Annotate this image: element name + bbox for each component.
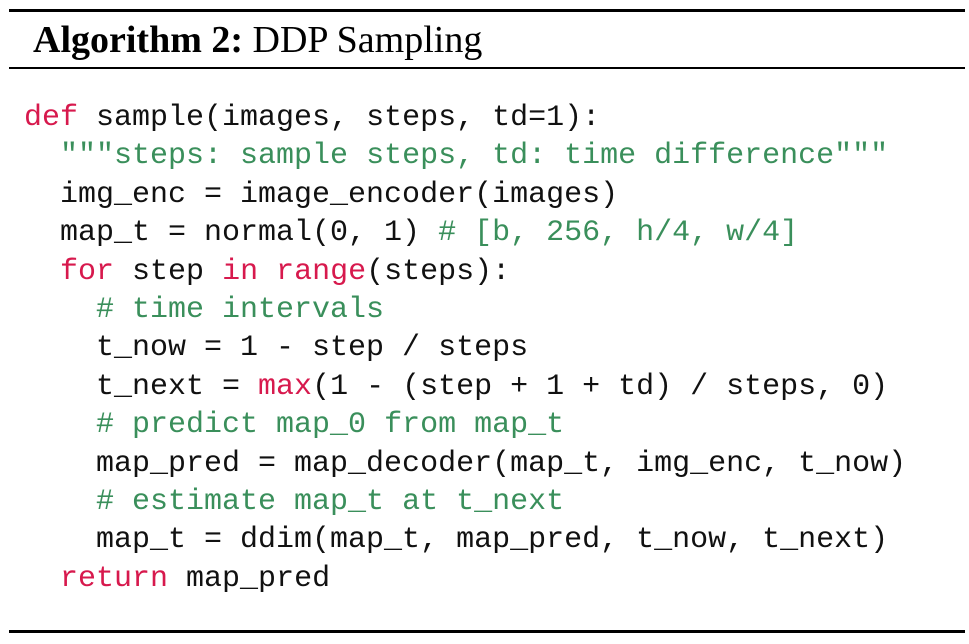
code-line: def sample(images, steps, td=1): (24, 99, 906, 137)
code-keyword: range (276, 254, 367, 289)
code-line: t_now = 1 - step / steps (24, 329, 906, 367)
code-line: map_t = normal(0, 1) # [b, 256, h/4, w/4… (24, 214, 906, 252)
code-comment: # estimate map_t at t_next (96, 484, 565, 519)
code-line: # estimate map_t at t_next (24, 483, 906, 521)
code-listing: def sample(images, steps, td=1): """step… (24, 99, 906, 598)
code-line: t_next = max(1 - (step + 1 + td) / steps… (24, 368, 906, 406)
algorithm-title: DDP Sampling (252, 19, 483, 61)
code-keyword: max (258, 369, 313, 404)
code-text: map_t = normal(0, 1) (24, 216, 439, 251)
code-comment: """steps: sample steps, td: time differe… (60, 139, 889, 174)
code-line: return map_pred (24, 560, 906, 598)
code-keyword: in (222, 254, 259, 289)
code-line: img_enc = image_encoder(images) (24, 176, 906, 214)
code-text: t_now = 1 - step / steps (24, 331, 529, 366)
code-text: t_next = (24, 369, 259, 404)
algorithm-label: Algorithm 2: (33, 19, 244, 61)
caption-rule (9, 67, 965, 69)
code-text (24, 139, 60, 173)
code-keyword: return (60, 561, 169, 596)
code-text (24, 255, 60, 289)
code-keyword: def (24, 101, 79, 135)
code-line: for step in range(steps): (24, 253, 906, 291)
code-text: map_t = ddim(map_t, map_pred, t_now, t_n… (24, 523, 889, 558)
code-comment: # [b, 256, h/4, w/4] (438, 216, 799, 251)
code-text: step (114, 254, 223, 289)
code-text (24, 408, 96, 442)
algorithm-block: Algorithm 2: DDP Sampling def sample(ima… (9, 9, 965, 633)
code-line: map_t = ddim(map_t, map_pred, t_now, t_n… (24, 521, 906, 559)
code-text: sample(images, steps, td=1): (78, 101, 601, 135)
code-text: map_pred = map_decoder(map_t, img_enc, t… (24, 446, 907, 481)
code-line: """steps: sample steps, td: time differe… (24, 137, 906, 175)
code-text (258, 255, 276, 289)
code-text: img_enc = image_encoder(images) (24, 177, 619, 212)
code-text: (1 - (step + 1 + td) / steps, 0) (312, 369, 889, 404)
bottom-rule (9, 630, 965, 633)
code-text (24, 562, 60, 596)
code-text: map_pred (168, 561, 331, 596)
code-text: (steps): (366, 254, 511, 289)
code-line: # predict map_0 from map_t (24, 406, 906, 444)
code-text (24, 485, 96, 519)
code-text (24, 293, 96, 327)
code-line: # time intervals (24, 291, 906, 329)
code-comment: # time intervals (96, 292, 385, 327)
top-rule (9, 9, 965, 12)
code-line: map_pred = map_decoder(map_t, img_enc, t… (24, 445, 906, 483)
algorithm-caption: Algorithm 2: DDP Sampling (33, 15, 482, 65)
code-comment: # predict map_0 from map_t (96, 408, 565, 443)
code-keyword: for (60, 254, 115, 289)
